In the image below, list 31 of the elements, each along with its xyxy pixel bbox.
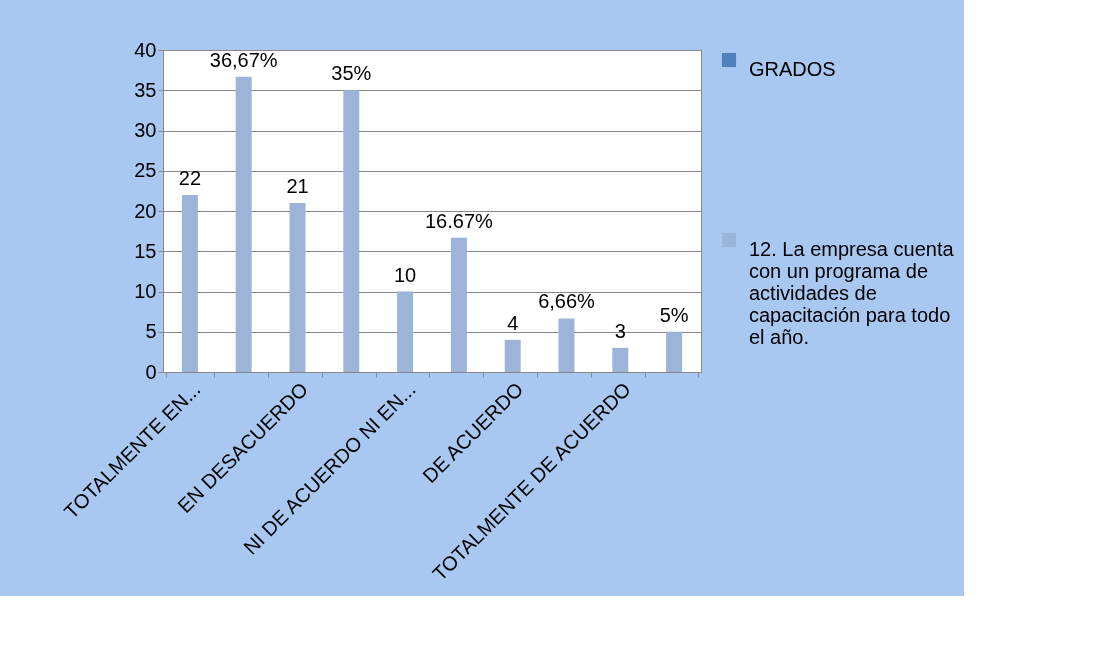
y-tick-label: 15 <box>134 239 157 262</box>
data-label: 16.67% <box>424 209 494 232</box>
y-tick-label: 0 <box>145 360 157 383</box>
data-label: 22 <box>178 166 202 189</box>
bar <box>397 291 414 372</box>
y-tick-label: 30 <box>134 119 157 141</box>
y-tick-label: 5 <box>145 320 157 343</box>
data-label: 21 <box>286 174 309 197</box>
bar <box>612 347 629 372</box>
bar <box>450 237 467 372</box>
bar <box>558 318 575 372</box>
legend-label: 12. La empresa cuenta con un programa de actividades de capacitación para todo el año. <box>749 238 955 348</box>
y-tick-label: 35 <box>134 78 157 101</box>
data-label: 6,66% <box>538 290 596 313</box>
y-tick-label: 20 <box>134 199 157 222</box>
data-label: 5% <box>659 303 689 326</box>
legend-label: GRADOS <box>749 58 836 80</box>
bar <box>504 339 521 372</box>
bar <box>235 76 252 372</box>
bar <box>289 202 306 372</box>
y-tick-label: 10 <box>134 280 157 302</box>
bar <box>343 90 360 372</box>
bar <box>181 194 198 372</box>
y-tick-label: 25 <box>134 159 157 182</box>
data-label: 10 <box>393 263 417 286</box>
bar <box>666 331 683 372</box>
data-label: 3 <box>614 319 626 342</box>
data-label: 35% <box>331 62 372 85</box>
data-label: 36,67% <box>209 48 278 71</box>
data-label: 4 <box>507 311 519 334</box>
y-tick-label: 40 <box>134 38 157 61</box>
